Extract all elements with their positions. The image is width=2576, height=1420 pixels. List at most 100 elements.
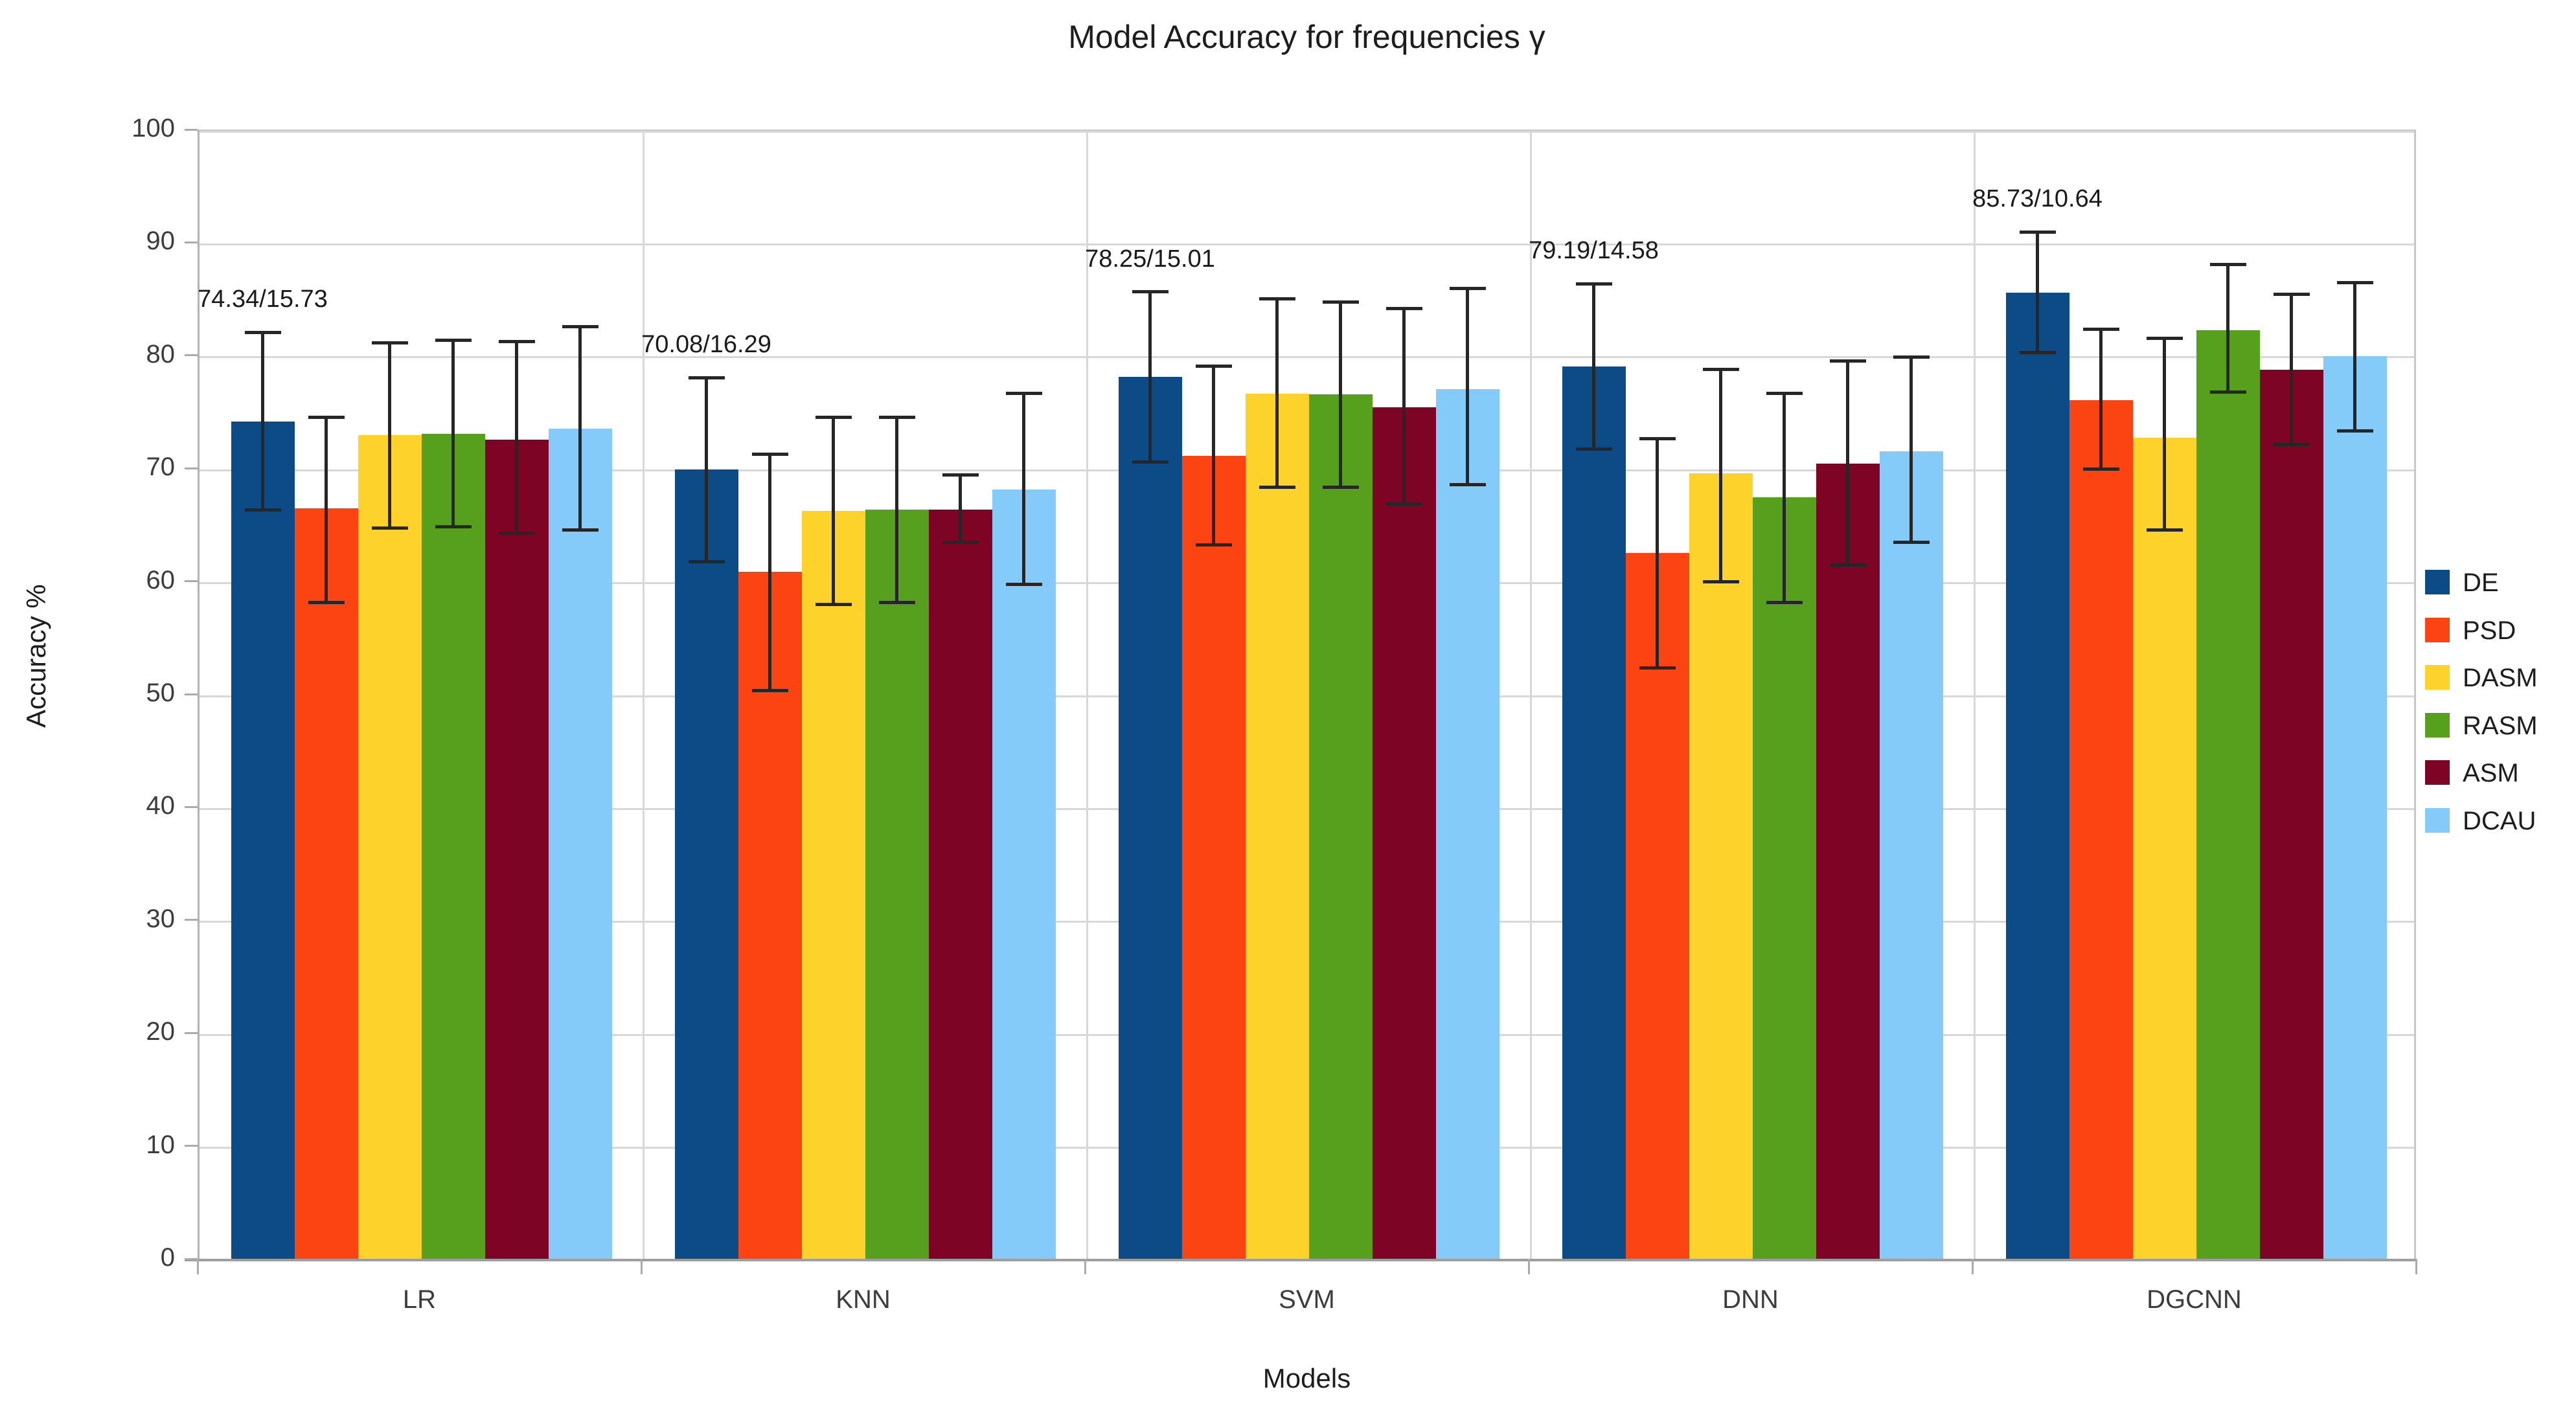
bar-psd-dnn <box>1625 552 1689 1261</box>
error-bar-cap <box>942 541 979 545</box>
error-bar <box>2099 329 2103 469</box>
bar-asm-knn <box>928 510 992 1261</box>
error-bar <box>1592 284 1595 449</box>
error-bar <box>1909 357 1913 543</box>
error-bar <box>1339 302 1342 488</box>
mean-std-annotation: 78.25/15.01 <box>1085 245 1215 273</box>
x-category-label-dnn: DNN <box>1722 1285 1779 1314</box>
error-bar-cap <box>1322 300 1359 304</box>
error-bar-cap <box>244 330 281 334</box>
error-bar-cap <box>1005 392 1042 396</box>
y-axis-tick <box>185 693 198 695</box>
error-bar <box>705 378 708 562</box>
error-bar <box>2163 338 2166 530</box>
error-bar-cap <box>1829 359 1866 363</box>
error-bar <box>1402 308 1406 504</box>
x-axis-line <box>185 1259 2416 1261</box>
error-bar <box>895 417 898 603</box>
y-axis-tick-label: 80 <box>146 339 176 368</box>
bar-asm-dgcnn <box>2259 369 2323 1261</box>
error-bar <box>1783 393 1786 603</box>
category-separator-gridline <box>1529 131 1532 1259</box>
bar-dcau-knn <box>992 489 1056 1261</box>
legend-swatch-rasm <box>2425 712 2450 738</box>
mean-std-annotation: 70.08/16.29 <box>641 331 771 359</box>
error-bar-cap <box>371 341 408 344</box>
error-bar <box>578 326 582 530</box>
error-bar <box>1466 288 1469 485</box>
error-bar-cap <box>1449 483 1486 487</box>
error-bar-cap <box>1259 485 1295 489</box>
error-bar-cap <box>2209 263 2246 267</box>
error-bar-cap <box>1005 582 1042 586</box>
x-axis-tick <box>2415 1259 2417 1274</box>
bar-rasm-knn <box>865 510 929 1261</box>
error-bar-cap <box>815 415 852 419</box>
x-axis-tick <box>1084 1259 1086 1274</box>
x-category-label-svm: SVM <box>1279 1285 1335 1314</box>
error-bar-cap <box>1829 563 1866 567</box>
x-axis-tick <box>196 1259 199 1274</box>
category-separator-gridline <box>1086 131 1088 1259</box>
bar-de-dgcnn <box>2005 292 2069 1261</box>
error-bar <box>2036 232 2039 353</box>
bar-de-svm <box>1118 377 1182 1261</box>
y-gridline <box>199 130 2414 133</box>
bar-dasm-knn <box>801 510 865 1261</box>
error-bar <box>388 343 391 528</box>
error-bar-cap <box>2146 336 2183 340</box>
error-bar-cap <box>244 508 281 512</box>
bar-psd-svm <box>1181 455 1246 1261</box>
y-axis-tick <box>185 919 198 921</box>
legend-swatch-psd <box>2425 617 2450 642</box>
bar-psd-dgcnn <box>2069 400 2133 1261</box>
x-category-label-dgcnn: DGCNN <box>2147 1285 2242 1314</box>
bar-rasm-svm <box>1308 394 1373 1261</box>
error-bar <box>768 454 771 691</box>
legend-label-dcau: DCAU <box>2463 806 2536 835</box>
category-separator-gridline <box>1973 131 1976 1259</box>
error-bar-cap <box>878 415 915 419</box>
error-bar-cap <box>1893 541 1930 545</box>
x-axis-title: Models <box>1262 1363 1351 1393</box>
legend-label-psd: PSD <box>2463 616 2516 645</box>
error-bar-cap <box>498 532 535 535</box>
bar-dcau-svm <box>1435 389 1499 1261</box>
mean-std-annotation: 85.73/10.64 <box>1972 185 2103 213</box>
error-bar-cap <box>1766 392 1803 396</box>
y-axis-tick <box>185 128 198 131</box>
error-bar-cap <box>2336 281 2373 285</box>
x-axis-tick <box>640 1259 643 1274</box>
error-bar-cap <box>1195 365 1232 368</box>
bar-de-dnn <box>1562 366 1626 1261</box>
error-bar-cap <box>308 415 345 419</box>
error-bar-cap <box>1575 447 1612 451</box>
error-bar-cap <box>1322 485 1359 489</box>
error-bar-cap <box>1639 436 1676 440</box>
y-axis-tick <box>185 1145 198 1147</box>
error-bar-cap <box>688 559 725 563</box>
error-bar-cap <box>435 524 472 528</box>
error-bar-cap <box>371 526 408 530</box>
y-axis-tick <box>185 467 198 469</box>
error-bar-cap <box>1702 368 1739 372</box>
bar-psd-lr <box>294 508 358 1261</box>
error-bar-cap <box>1575 282 1612 286</box>
legend-label-de: DE <box>2463 569 2499 597</box>
error-bar-cap <box>308 600 345 604</box>
error-bar <box>1275 299 1279 488</box>
error-bar <box>325 417 328 603</box>
error-bar-cap <box>878 600 915 604</box>
category-separator-gridline <box>642 131 644 1259</box>
y-axis-tick-label: 50 <box>146 679 176 707</box>
bar-asm-lr <box>484 440 549 1261</box>
error-bar-cap <box>1385 502 1422 506</box>
mean-std-annotation: 79.19/14.58 <box>1529 237 1659 265</box>
error-bar <box>2353 282 2356 431</box>
y-axis-tick <box>185 354 198 357</box>
y-gridline <box>199 356 2414 359</box>
error-bar-cap <box>1259 297 1295 300</box>
bar-dcau-dgcnn <box>2323 356 2387 1261</box>
error-bar-cap <box>1639 666 1676 670</box>
